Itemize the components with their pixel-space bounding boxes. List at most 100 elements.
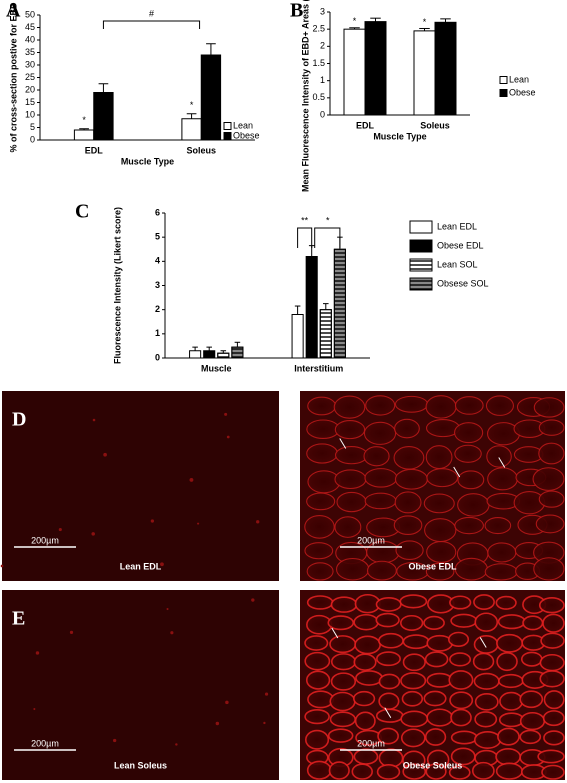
muscle-fiber [402,763,427,780]
muscle-fiber [353,748,379,765]
bar [291,314,304,359]
speck [189,477,194,482]
muscle-fiber [532,467,565,491]
muscle-fiber [538,419,565,436]
panel-label: D [12,409,26,431]
muscle-fiber [334,469,367,490]
muscle-fiber [307,396,337,416]
legend-label: Obese [233,130,260,140]
muscle-fiber [328,761,350,780]
muscle-fiber [454,444,482,463]
muscle-fiber [450,613,478,628]
muscle-fiber [448,670,474,690]
x-tick-label: EDL [356,120,375,130]
muscle-fiber [537,749,565,764]
muscle-fiber [402,653,426,672]
speck [226,435,230,439]
y-tick-label: 50 [25,9,35,19]
significance-bracket [314,227,341,248]
arrow [453,466,461,478]
y-tick-label: 6 [155,207,160,217]
muscle-fiber [473,730,502,749]
micrograph-background [2,590,279,780]
muscle-fiber [535,514,565,534]
muscle-fiber [473,672,500,690]
speck [103,452,107,457]
muscle-fiber [335,557,370,581]
legend-swatch [499,89,508,97]
bar-hatch [333,248,346,359]
muscle-fiber [306,443,338,464]
bar [305,256,318,359]
scale-bar-label: 200µm [357,738,385,748]
significance-bracket [102,20,201,29]
muscle-fiber [355,670,383,686]
y-tick-label: 40 [25,34,35,44]
micrograph-caption: Lean Soleus [114,760,167,770]
muscle-fiber [426,672,453,688]
muscle-fiber [401,690,424,707]
muscle-fiber [424,518,457,543]
muscle-fiber [495,747,522,766]
muscle-fiber [449,691,474,710]
y-tick-label: 1 [155,328,160,338]
y-axis-label: Fluorescence Intensity (Likert score) [112,207,122,364]
y-tick-label: 0 [30,134,35,144]
muscle-fiber [400,672,427,690]
muscle-fiber [363,421,397,445]
speck [92,418,96,422]
speck [264,692,269,696]
speck [69,630,74,634]
y-tick-label: 5 [155,232,160,242]
muscle-fiber [498,712,525,728]
muscle-fiber [402,634,430,650]
muscle-fiber [352,690,376,707]
muscle-fiber [426,708,454,727]
bar [189,350,202,359]
x-tick-label: Soleus [420,120,450,130]
muscle-fiber [377,727,399,745]
x-tick-label: Interstitium [294,363,343,373]
muscle-fiber [304,514,335,539]
muscle-fiber [496,633,524,653]
muscle-fiber [486,445,512,468]
muscle-fiber [449,595,472,610]
muscle-fiber [473,635,499,654]
y-tick-label: 10 [25,109,35,119]
muscle-fiber [450,730,478,745]
y-axis-label: Mean Fluorescence Intensity of EBD+ Area… [300,0,310,192]
bar [203,350,216,359]
muscle-fiber [306,492,336,511]
muscle-fiber [542,710,565,727]
y-tick-label: 3 [155,280,160,290]
muscle-fiber [449,652,472,667]
speck [33,708,36,711]
muscle-fiber [378,673,401,690]
muscle-fiber [375,596,402,612]
muscle-fiber [423,615,445,630]
muscle-fiber [330,653,357,671]
muscle-fiber [485,395,514,416]
bar [413,30,436,116]
muscle-fiber [454,557,488,581]
speck [0,564,4,568]
speck [91,532,95,536]
muscle-fiber [399,594,428,609]
legend-label: Lean SOL [437,259,478,269]
muscle-fiber [541,764,565,780]
muscle-fiber [496,652,518,672]
bar [364,21,387,116]
muscle-fiber [364,492,397,510]
legend-swatch [409,220,433,234]
muscle-fiber [474,612,499,632]
y-tick-label: 30 [25,59,35,69]
muscle-fiber [365,395,396,416]
muscle-fiber [334,420,366,440]
muscle-fiber [394,418,420,439]
muscle-fiber [393,446,425,470]
x-tick-label: EDL [85,145,104,155]
muscle-fiber [333,395,366,419]
muscle-fiber [304,635,329,651]
arrow [479,637,487,648]
bar [93,92,114,141]
